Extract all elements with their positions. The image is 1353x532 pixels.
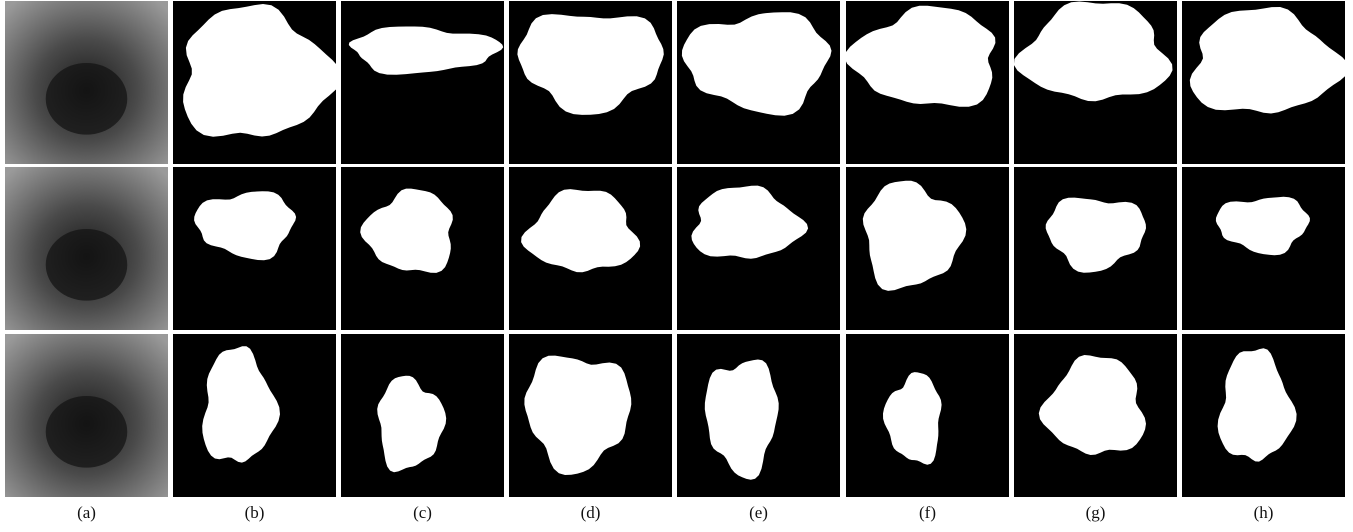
lesion-region — [46, 229, 128, 301]
mask-background — [341, 1, 504, 164]
lesion-region — [46, 63, 128, 135]
panel-label: (d) — [581, 503, 601, 522]
panel-label: (c) — [413, 503, 432, 522]
panel-label: (e) — [749, 503, 768, 522]
panel-label: (b) — [245, 503, 265, 522]
lesion-region — [46, 396, 128, 468]
panel-label: (a) — [77, 503, 96, 522]
panel-label: (f) — [919, 503, 936, 522]
figure: (a) (b) (c) (d) (e) (f) (g) (h) — [0, 0, 1353, 527]
panel-label: (h) — [1254, 503, 1274, 522]
panel-label: (g) — [1086, 503, 1106, 522]
page: {"figure": {"labels": ["(a)", "(b)", "(c… — [0, 0, 1353, 527]
